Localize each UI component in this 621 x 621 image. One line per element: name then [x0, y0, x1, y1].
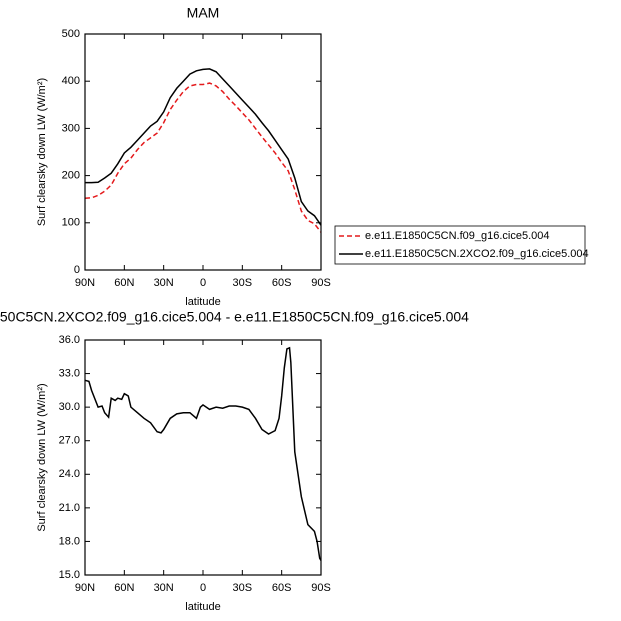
data-line [84, 82, 322, 233]
y-tick-label: 33.0 [59, 367, 80, 379]
x-tick-label: 90N [75, 277, 95, 289]
y-tick-label: 400 [62, 75, 80, 87]
y-tick-label: 15.0 [59, 569, 80, 581]
y-tick-label: 21.0 [59, 502, 80, 514]
x-tick-label: 0 [200, 582, 206, 594]
x-tick-label: 60N [114, 277, 134, 289]
x-tick-label: 30N [154, 277, 174, 289]
x-tick-label: 30N [154, 582, 174, 594]
y-tick-label: 27.0 [59, 435, 80, 447]
y-tick-label: 0 [74, 264, 80, 276]
y-tick-label: 100 [62, 217, 80, 229]
y-tick-label: 30.0 [59, 401, 80, 413]
y-axis-label: Surf clearsky down LW (W/m²) [36, 78, 48, 226]
chart-title: MAM [187, 5, 220, 21]
legend-box [334, 225, 586, 265]
x-tick-label: 30S [233, 582, 253, 594]
x-tick-label: 0 [200, 277, 206, 289]
y-tick-label: 36.0 [59, 334, 80, 346]
legend-label: e.e11.E1850C5CN.2XCO2.f09_g16.cice5.004 [365, 248, 589, 260]
x-axis-label: latitude [185, 296, 220, 308]
data-line [84, 346, 322, 561]
x-tick-label: 60N [114, 582, 134, 594]
x-tick-label: 30S [233, 277, 253, 289]
y-tick-label: 300 [62, 122, 80, 134]
plot-frame [84, 339, 322, 576]
data-line [85, 68, 322, 226]
y-tick-label: 500 [62, 28, 80, 40]
x-tick-label: 60S [272, 582, 292, 594]
x-tick-label: 90S [311, 277, 331, 289]
x-tick-label: 90S [311, 582, 331, 594]
x-tick-label: 60S [272, 277, 292, 289]
x-tick-label: 90N [75, 582, 95, 594]
y-tick-label: 18.0 [59, 535, 80, 547]
chart-title: e.e11.E1850C5CN.2XCO2.f09_g16.cice5.004 … [0, 309, 469, 325]
y-axis-label: Surf clearsky down LW (W/m²) [36, 383, 48, 531]
legend-label: e.e11.E1850C5CN.f09_g16.cice5.004 [365, 230, 550, 242]
y-tick-label: 200 [62, 170, 80, 182]
x-axis-label: latitude [185, 601, 220, 613]
y-tick-label: 24.0 [59, 468, 80, 480]
